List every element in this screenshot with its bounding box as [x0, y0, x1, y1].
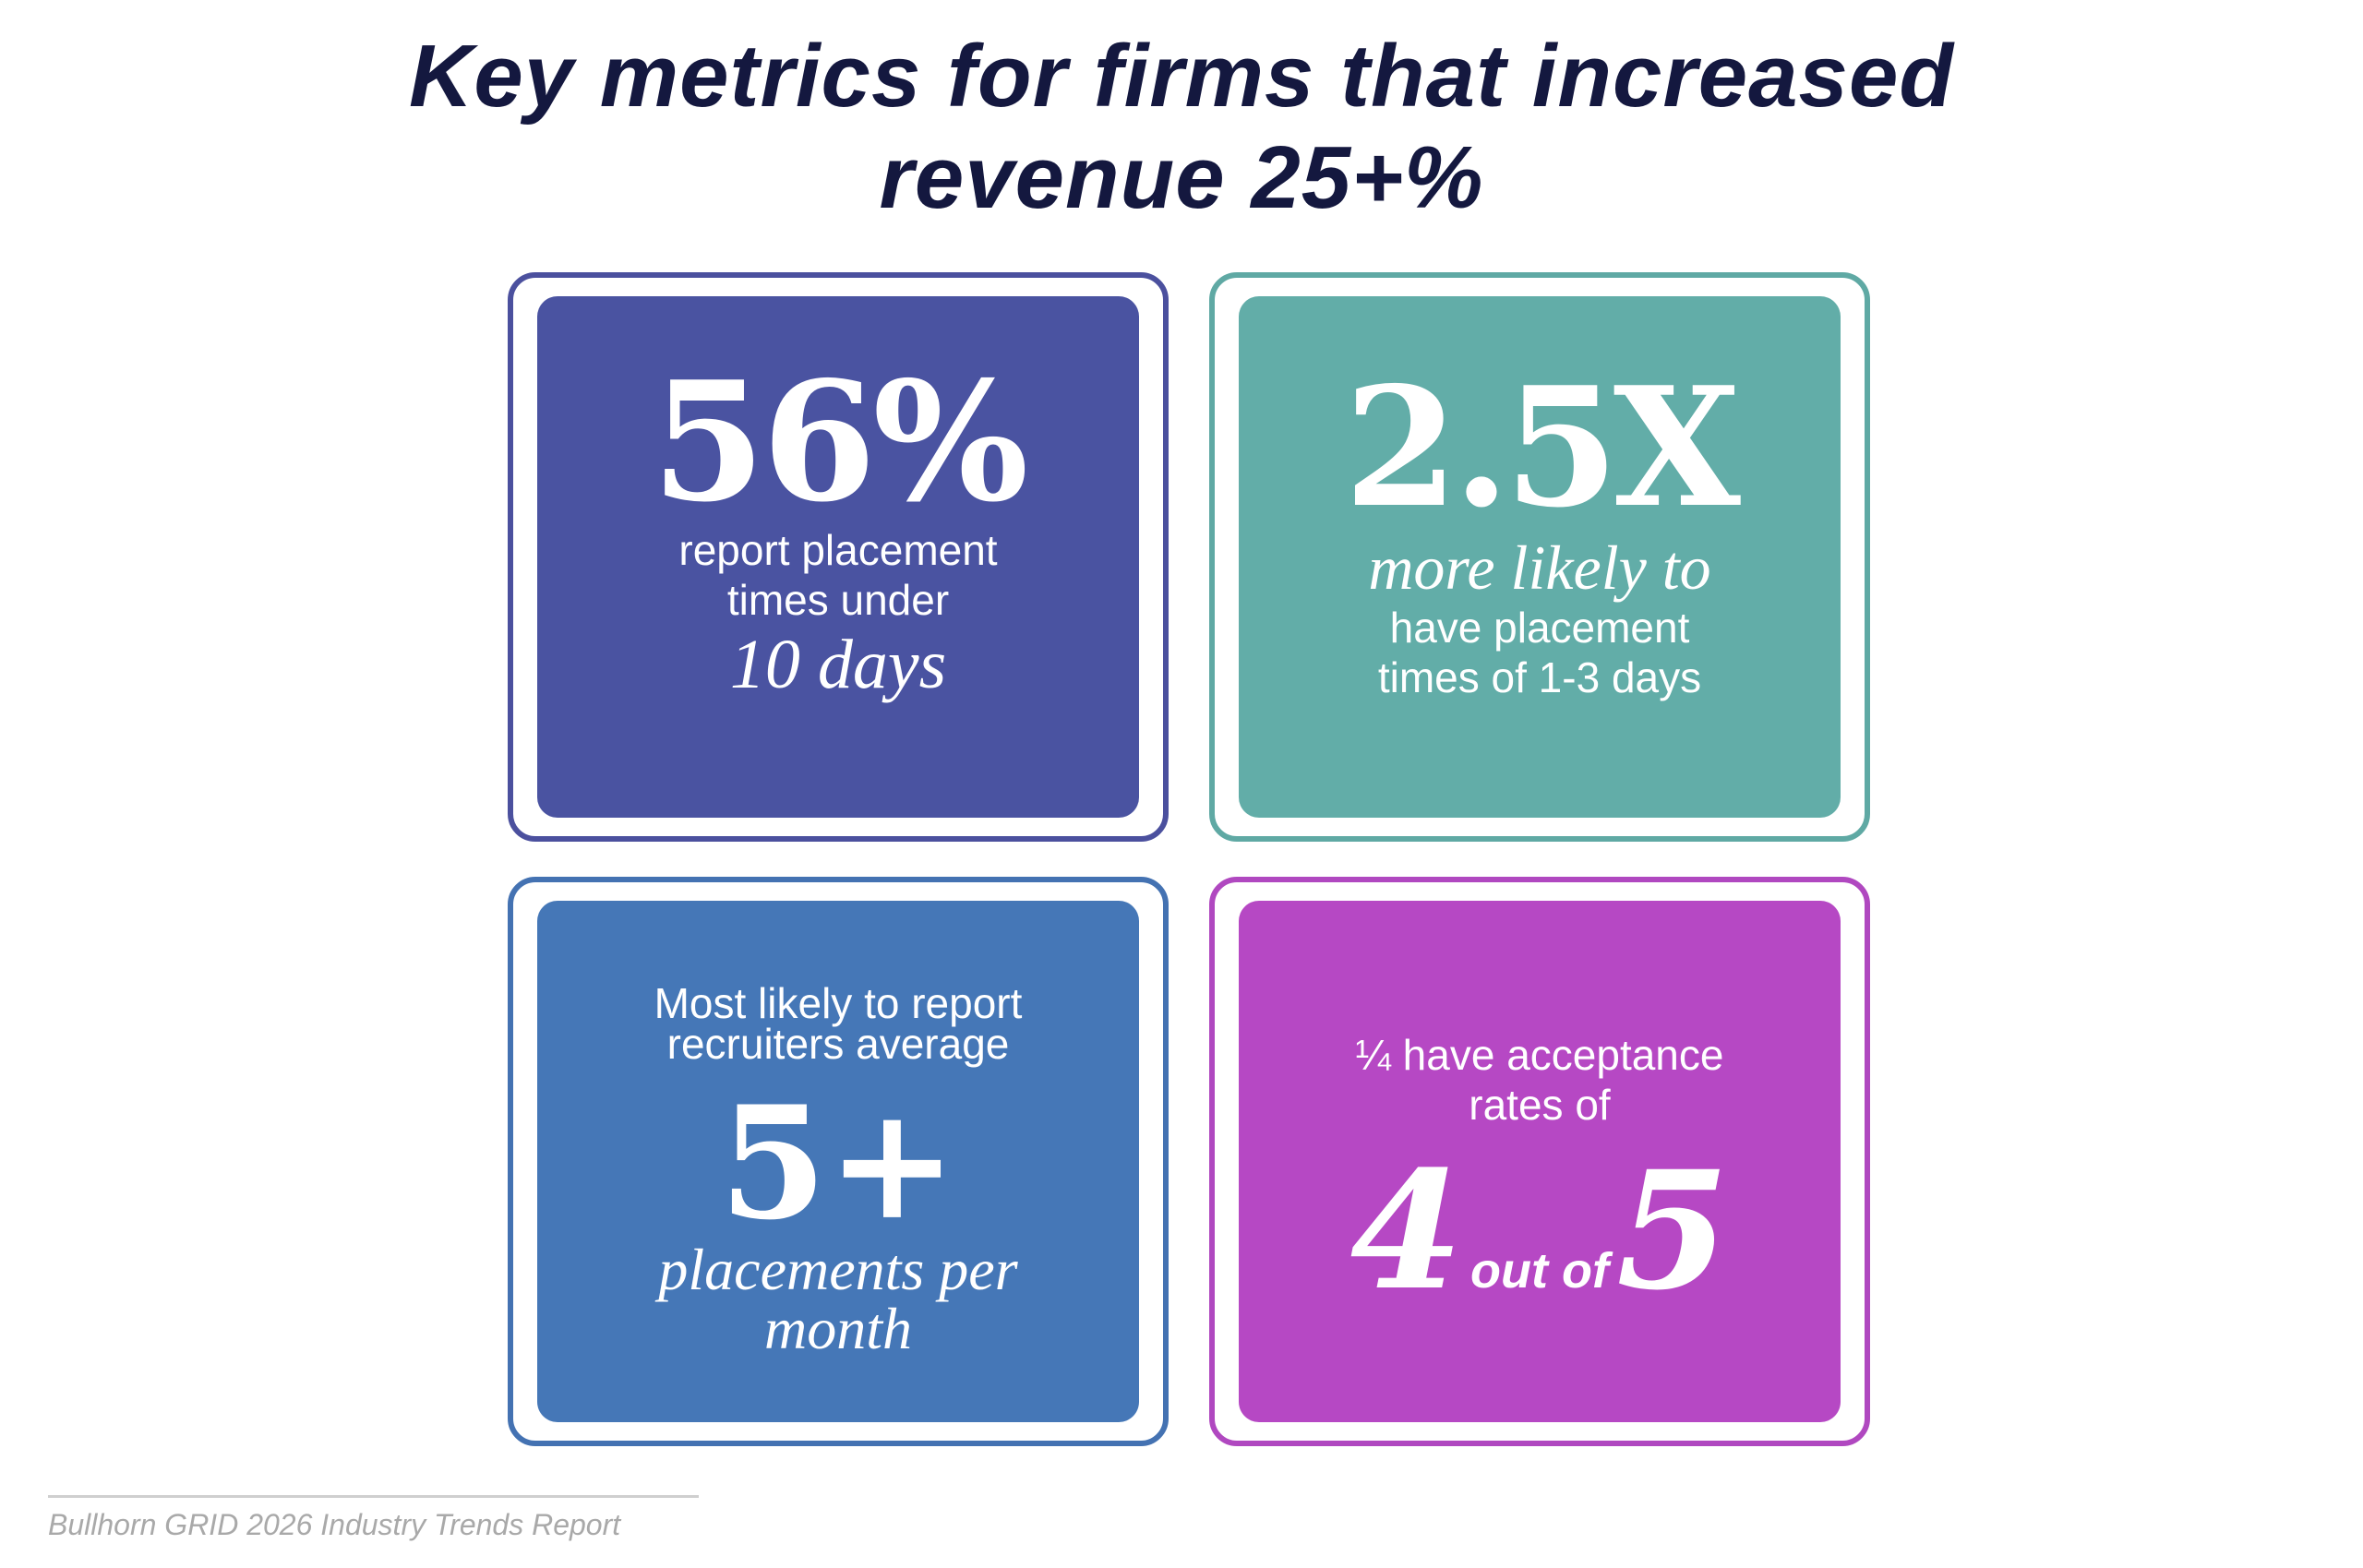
- metric-ratio-denominator: 5: [1615, 1135, 1730, 1326]
- metric-emphasis: 10 days: [729, 626, 947, 703]
- metric-card-recruiter-placements: Most likely to report recruiters average…: [508, 877, 1169, 1446]
- metric-emphasis-line-2: month: [764, 1296, 912, 1361]
- metric-lead-line-1: Most likely to report: [654, 979, 1023, 1027]
- metric-description-line-1: have placement: [1389, 604, 1690, 652]
- metric-ratio-connector: out of: [1470, 1243, 1609, 1299]
- metric-ratio-numerator: 4: [1349, 1135, 1464, 1326]
- metric-value: 2.5X: [1344, 351, 1741, 544]
- metric-lead-line-1: ¼ have acceptance: [1355, 1031, 1724, 1079]
- metric-description-line-2: times under: [726, 576, 950, 624]
- metric-description-line-2: times of 1-3 days: [1377, 653, 1702, 701]
- metric-card-panel: 2.5X more likely to have placement times…: [1239, 296, 1841, 818]
- metric-card-panel: 56% report placement times under 10 days: [537, 296, 1139, 818]
- metric-card-likelihood: 2.5X more likely to have placement times…: [1209, 272, 1870, 842]
- metric-lead-line-2: rates of: [1469, 1081, 1611, 1129]
- source-divider: [48, 1495, 699, 1498]
- source-citation: Bullhorn GRID 2026 Industry Trends Repor…: [48, 1508, 621, 1541]
- title-line-1: Key metrics for firms that increased: [409, 27, 1954, 126]
- metric-description-line-1: report placement: [678, 526, 998, 574]
- metric-lead-line-2: recruiters average: [666, 1020, 1010, 1068]
- metric-ratio: 4 out of5: [1239, 1148, 1841, 1314]
- metric-card-panel: ¼ have acceptance rates of 4 out of5: [1239, 901, 1841, 1422]
- title-line-2: revenue 25+%: [879, 128, 1484, 227]
- metric-card-panel: Most likely to report recruiters average…: [537, 901, 1139, 1422]
- metric-emphasis: more likely to: [1368, 533, 1711, 603]
- metric-card-acceptance-rates: ¼ have acceptance rates of 4 out of5: [1209, 877, 1870, 1446]
- metric-value: 56%: [651, 345, 1029, 538]
- metric-card-placement-times: 56% report placement times under 10 days: [508, 272, 1169, 842]
- metric-value: 5+: [719, 1071, 957, 1254]
- metric-emphasis-line-1: placements per: [658, 1237, 1018, 1302]
- page-title: Key metrics for firms that increased rev…: [0, 26, 2363, 229]
